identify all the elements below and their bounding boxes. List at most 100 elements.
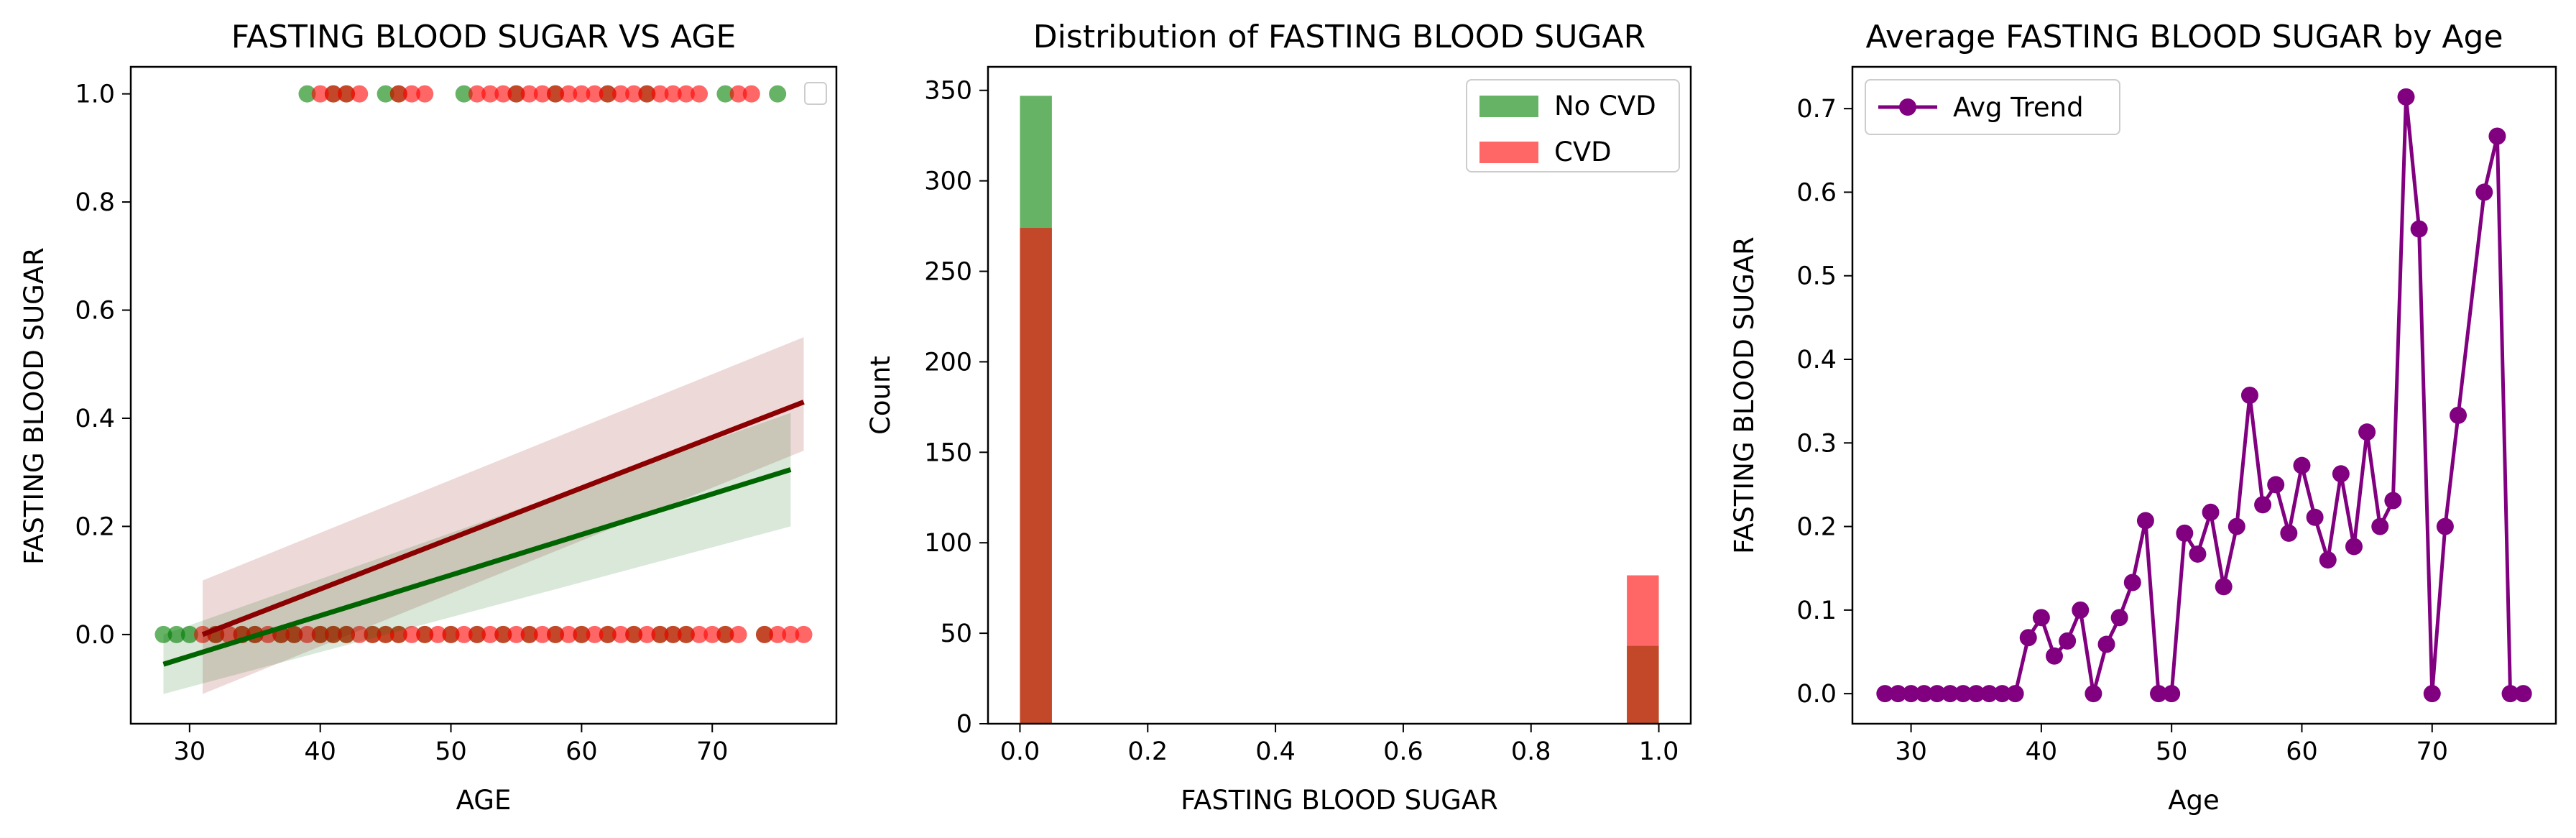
cvd-point — [520, 85, 538, 103]
x-axis-label: AGE — [456, 785, 512, 816]
cvd-point — [573, 85, 591, 103]
cvd-point — [389, 625, 407, 643]
cvd-point — [769, 625, 787, 643]
cvd-point — [611, 85, 629, 103]
cvd-point — [494, 625, 512, 643]
plot-area — [1876, 88, 2532, 703]
chart-title: Distribution of FASTING BLOOD SUGAR — [1033, 19, 1645, 55]
avg-trend-point — [2240, 387, 2258, 404]
x-tick-label: 60 — [565, 737, 598, 766]
cvd-point — [416, 85, 434, 103]
avg-trend-point — [2423, 685, 2441, 703]
histogram-fbs-distribution: Distribution of FASTING BLOOD SUGAR FAST… — [865, 19, 1692, 816]
cvd-point — [664, 85, 682, 103]
avg-trend-line — [1885, 96, 2524, 696]
cvd-point — [782, 625, 800, 643]
plot-frame — [1851, 65, 2557, 725]
cvd-point — [651, 625, 669, 643]
avg-trend-point — [2306, 508, 2324, 526]
avg-trend-point — [2072, 601, 2090, 619]
cvd-point — [507, 625, 525, 643]
avg-trend-point — [2097, 635, 2115, 653]
avg-trend-point — [2319, 551, 2337, 569]
cvd-point — [311, 85, 329, 103]
avg-trend-point — [2501, 685, 2519, 703]
y-axis-label: FASTING BLOOD SUGAR — [1729, 236, 1760, 554]
avg-trend-point — [1941, 685, 1959, 703]
cvd-point — [481, 85, 499, 103]
no-cvd-point — [154, 625, 172, 643]
no-cvd-point — [769, 85, 787, 103]
chart-title: FASTING BLOOD SUGAR VS AGE — [231, 19, 737, 55]
cvd-point — [586, 625, 604, 643]
cvd-point — [560, 625, 578, 643]
avg-trend-point — [1902, 685, 1920, 703]
cvd-point — [677, 625, 695, 643]
plot-frame — [987, 65, 1692, 725]
legend: No CVD CVD — [1466, 79, 1680, 172]
legend-marker — [1899, 98, 1916, 116]
x-tick-label: 30 — [174, 737, 206, 766]
y-tick-label: 0.6 — [75, 297, 115, 326]
y-tick-label: 250 — [924, 258, 972, 287]
x-tick-label: 0.4 — [1255, 737, 1296, 766]
x-tick-label: 70 — [2416, 737, 2448, 766]
line-chart-avg-fbs-by-age: Average FASTING BLOOD SUGAR by Age Age F… — [1729, 19, 2557, 816]
avg-trend-point — [2358, 423, 2376, 441]
cvd-point — [638, 625, 656, 643]
plot-frame — [129, 65, 838, 725]
avg-trend-point — [1967, 685, 1985, 703]
avg-trend-point — [1889, 685, 1907, 703]
y-axis-label: Count — [865, 356, 896, 435]
x-tick-label: 50 — [435, 737, 467, 766]
no-cvd-point — [298, 85, 316, 103]
cvd-point — [494, 85, 512, 103]
cvd-point — [468, 85, 486, 103]
avg-trend-point — [1954, 685, 1972, 703]
cvd-point — [755, 625, 773, 643]
cvd-point — [573, 625, 591, 643]
avg-trend-point — [2254, 496, 2272, 514]
cvd-point — [625, 85, 643, 103]
cvd-point — [311, 625, 329, 643]
y-tick-label: 1.0 — [75, 80, 115, 109]
legend-swatch — [1479, 96, 1538, 117]
legend-frame — [1865, 79, 2120, 135]
avg-trend-point — [2450, 406, 2467, 424]
no-cvd-point — [180, 625, 198, 643]
avg-trend-point — [2059, 632, 2077, 650]
cvd-point — [468, 625, 486, 643]
avg-trend-point — [2397, 88, 2415, 106]
cvd-point — [324, 625, 342, 643]
cvd-point — [338, 85, 356, 103]
avg-trend-point — [2150, 685, 2168, 703]
y-tick-label: 0.8 — [75, 188, 115, 217]
y-axis-label: FASTING BLOOD SUGAR — [19, 247, 50, 565]
legend-box — [804, 82, 827, 105]
x-tick-label: 40 — [304, 737, 336, 766]
y-tick-label: 0.4 — [1796, 346, 1837, 374]
x-tick-label: 50 — [2156, 737, 2188, 766]
y-tick-label: 0.0 — [75, 621, 115, 650]
avg-trend-point — [2085, 685, 2102, 703]
no-cvd-regression-line — [162, 467, 792, 667]
cvd-point — [691, 85, 708, 103]
cvd-point — [364, 625, 382, 643]
y-tick-label: 100 — [924, 529, 972, 558]
avg-trend-point — [2163, 685, 2181, 703]
cvd-point — [691, 625, 708, 643]
cvd-point — [703, 625, 721, 643]
x-tick-label: 60 — [2286, 737, 2318, 766]
cvd-point — [638, 85, 656, 103]
no-cvd-point — [377, 85, 394, 103]
y-tick-label: 0.2 — [75, 512, 115, 541]
y-tick-label: 50 — [940, 620, 972, 648]
avg-trend-point — [2293, 456, 2311, 474]
y-tick-label: 350 — [924, 77, 972, 106]
legend: Avg Trend — [1865, 79, 2120, 135]
no-cvd-point — [716, 85, 734, 103]
x-tick-label: 1.0 — [1639, 737, 1679, 766]
legend-label: CVD — [1554, 137, 1612, 167]
avg-trend-point — [2032, 609, 2050, 627]
